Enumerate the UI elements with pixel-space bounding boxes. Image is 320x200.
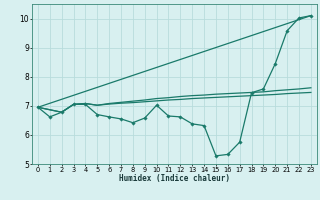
X-axis label: Humidex (Indice chaleur): Humidex (Indice chaleur) xyxy=(119,174,230,183)
